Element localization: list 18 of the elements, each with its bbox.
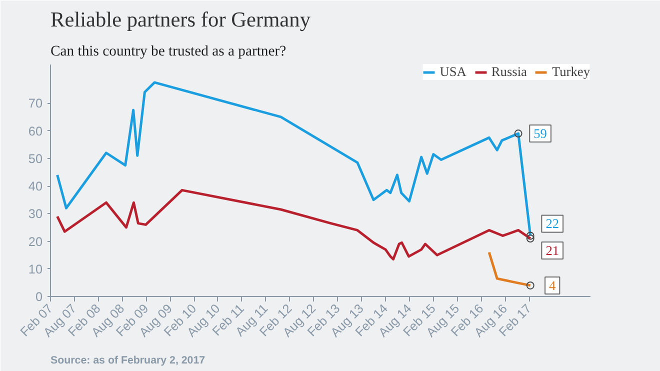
y-tick-label: 50 [28, 152, 42, 166]
y-tick-label: 0 [35, 290, 43, 304]
legend-label: Russia [491, 64, 527, 80]
y-tick-label: 10 [28, 262, 42, 276]
data-label: 4 [549, 278, 556, 293]
data-label: 21 [546, 243, 560, 258]
y-tick-label: 40 [28, 180, 42, 194]
data-label: 22 [546, 216, 560, 232]
chart-subtitle: Can this country be trusted as a partner? [50, 44, 286, 60]
legend-label: USA [440, 64, 466, 80]
data-label: 59 [534, 126, 548, 142]
chart-title: Reliable partners for Germany [50, 8, 311, 32]
y-tick-label: 30 [28, 207, 42, 222]
y-tick-label: 20 [28, 234, 42, 249]
y-tick-label: 70 [28, 96, 42, 111]
legend-label: Turkey [552, 64, 590, 80]
source-note: Source: as of February 2, 2017 [50, 354, 206, 366]
y-tick-label: 60 [28, 124, 42, 138]
